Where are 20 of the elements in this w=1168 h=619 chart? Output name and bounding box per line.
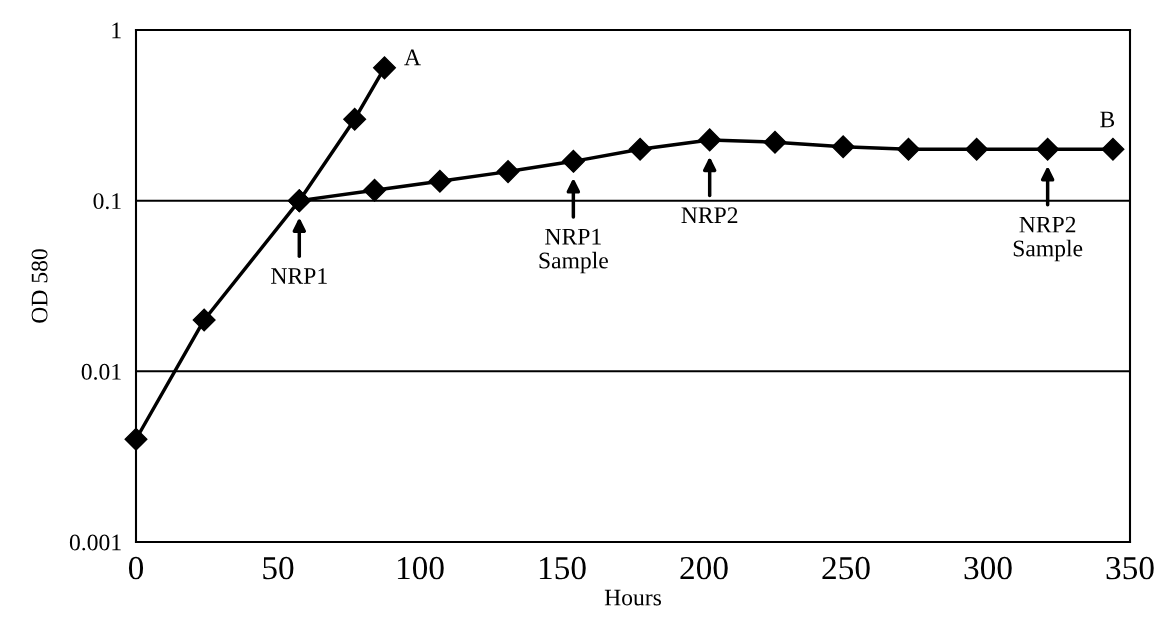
annotation: NRP2 — [681, 207, 738, 223]
x-tick-label: 50 — [263, 556, 294, 580]
annotation: NRP1 — [271, 268, 327, 284]
x-tick-label: 100 — [397, 556, 444, 580]
annotation: NRP2 Sample — [1013, 216, 1083, 262]
y-tick-label: 1 — [112, 22, 121, 39]
series-label: A — [404, 49, 421, 66]
x-tick-label: 200 — [680, 556, 728, 580]
x-tick-label: 0 — [128, 556, 144, 580]
y-tick-label: 0.01 — [81, 363, 121, 380]
x-tick-label: 300 — [964, 556, 1012, 580]
y-tick-label: 0.1 — [93, 193, 121, 210]
x-tick-label: 250 — [822, 556, 870, 580]
x-tick-label: 150 — [539, 556, 586, 580]
x-tick-label: 350 — [1106, 556, 1154, 580]
series-label: B — [1100, 111, 1115, 128]
x-axis-title: Hours — [604, 589, 661, 606]
y-tick-label: 0.001 — [69, 534, 121, 551]
y-axis-title: OD 580 — [31, 249, 48, 323]
annotation: NRP1 Sample — [539, 228, 608, 274]
